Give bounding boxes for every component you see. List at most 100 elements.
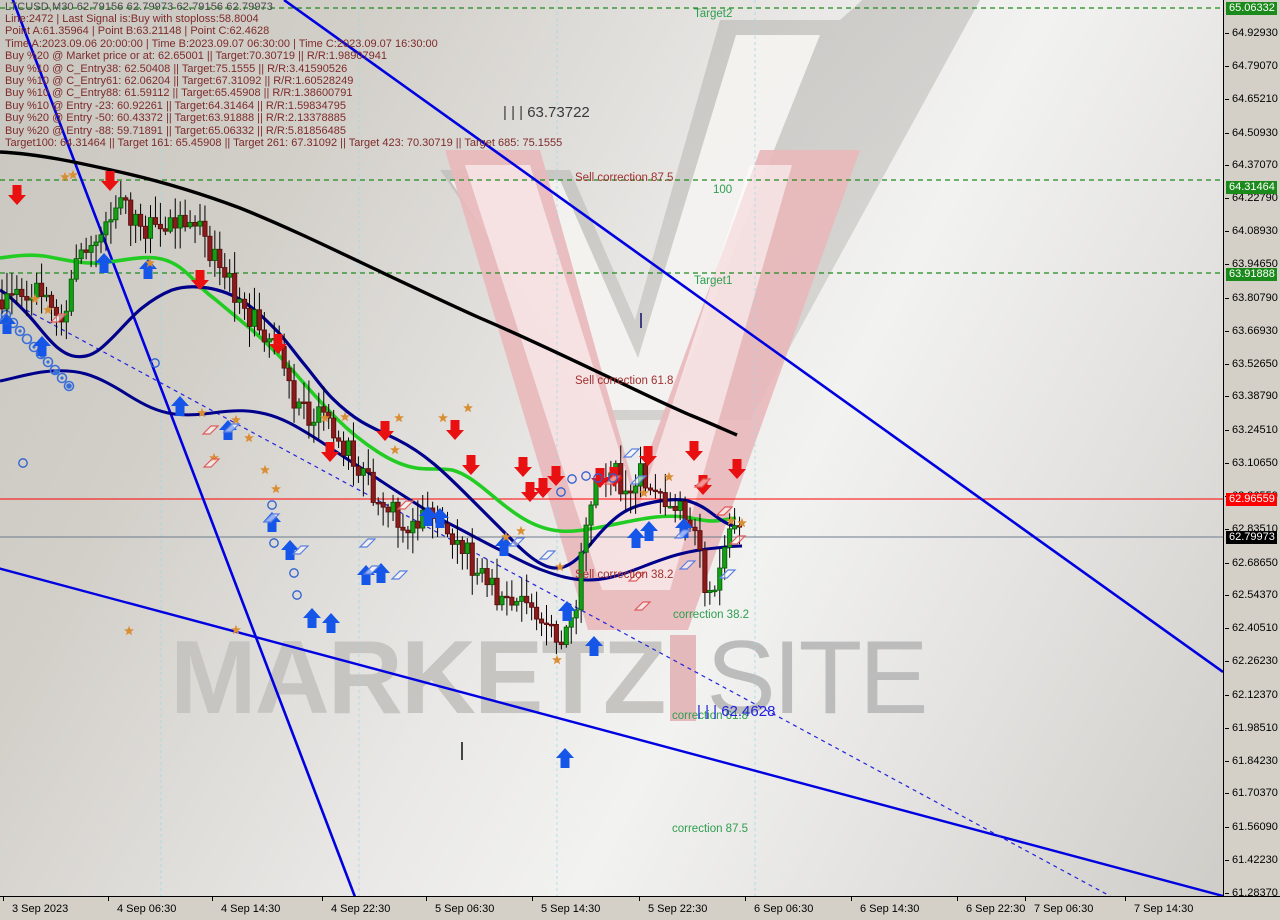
price-tick-mark [1225, 761, 1229, 762]
target-price-tag[interactable]: 63.91888 [1226, 268, 1277, 281]
price-axis[interactable]: 64.92930 64.79070 64.65210 64.50930 64.37070… [1223, 0, 1280, 899]
sell-arrow [191, 270, 209, 290]
candle-bullish [583, 524, 589, 553]
time-tick-label: 3 Sep 2023 [3, 896, 69, 915]
target2-price-tag[interactable]: 65.06332 [1226, 2, 1277, 15]
candle-bearish [341, 440, 347, 456]
candle-bullish [677, 501, 683, 511]
sell-arrow [462, 455, 480, 475]
flag-marker-buy [538, 550, 557, 560]
candle-bearish [459, 539, 465, 554]
target100-price-tag[interactable]: 64.31464 [1226, 181, 1277, 194]
candle-bearish [385, 506, 391, 513]
price-tick-mark [1225, 695, 1229, 696]
price-tick-label: 64.79070 [1225, 60, 1278, 72]
sell-arrow [685, 441, 703, 461]
candle-bearish [682, 501, 688, 521]
candle-bullish [88, 245, 94, 253]
price-tick-mark [1225, 364, 1229, 365]
candle-bearish [662, 492, 668, 508]
candle-bullish [499, 595, 505, 606]
time-tick-label: 4 Sep 22:30 [322, 896, 390, 915]
price-tick-mark [1225, 860, 1229, 861]
price-tick-label: 64.50930 [1225, 127, 1278, 139]
flag-marker-sell [633, 601, 652, 611]
candle-bullish [187, 221, 193, 228]
candle-bullish [479, 568, 485, 574]
sell-arrow [321, 442, 339, 462]
buy-arrow [303, 608, 321, 628]
price-tick-value: 62.68650 [1232, 557, 1278, 569]
price-tick-mark [1225, 198, 1229, 199]
price-tick-mark [1225, 793, 1229, 794]
time-tick-value: 7 Sep 06:30 [1034, 903, 1094, 915]
candle-bullish [727, 528, 733, 548]
buy-arrow [95, 253, 113, 273]
chart-vector-layer [0, 0, 1223, 896]
bead-indicator-dots [4, 313, 64, 380]
candle-bullish [454, 539, 460, 545]
star-marker [197, 407, 207, 418]
price-tick-mark [1225, 563, 1229, 564]
target2-label: Target2 [694, 8, 733, 20]
candle-bullish [227, 273, 233, 278]
candle-bearish [380, 502, 386, 508]
price-tick-label: 63.52650 [1225, 358, 1278, 370]
candle-bullish [44, 294, 50, 298]
flag-marker-buy [262, 513, 281, 523]
time-tick-value: 6 Sep 06:30 [754, 903, 814, 915]
buy-arrow [322, 613, 340, 633]
time-tick-label: 5 Sep 22:30 [639, 896, 707, 915]
candle-bullish [732, 525, 738, 530]
sell-arrow [728, 459, 746, 479]
candle-bearish [365, 468, 371, 473]
flag-marker-buy [678, 560, 697, 570]
time-tick-mark [322, 896, 323, 901]
candle-bearish [24, 296, 30, 301]
time-tick-value: 6 Sep 22:30 [966, 903, 1026, 915]
price-tick-value: 64.50930 [1232, 127, 1278, 139]
candle-bullish [474, 572, 480, 576]
time-tick-label: 4 Sep 14:30 [212, 896, 281, 915]
price-tick-value: 61.84230 [1232, 755, 1278, 767]
candle-bearish [222, 267, 228, 278]
candle-bearish [355, 465, 361, 476]
price-tick-label: 61.98510 [1225, 722, 1278, 734]
flag-marker-sell [49, 313, 68, 323]
time-tick-mark [1125, 896, 1126, 901]
candle-bearish [192, 221, 198, 227]
time-axis[interactable]: 3 Sep 2023 4 Sep 06:30 4 Sep 14:30 4 Sep 22… [0, 896, 1280, 920]
price-tick-value: 62.26230 [1232, 655, 1278, 667]
time-tick-value: 4 Sep 14:30 [221, 903, 281, 915]
candle-bearish [558, 641, 564, 646]
candle-bearish [286, 367, 292, 382]
trend-channel-lines [0, 0, 1223, 896]
time-tick-mark [3, 896, 4, 901]
chart-plot-area[interactable]: MARKETZ SITE [0, 0, 1223, 896]
ma-navy-fast-line [0, 285, 735, 570]
candle-bullish [573, 609, 579, 619]
candle-bullish [464, 542, 470, 554]
star-marker [516, 525, 526, 536]
price-tick-mark [1225, 264, 1229, 265]
price-tick-value: 63.94650 [1232, 258, 1278, 270]
time-tick-label: 6 Sep 06:30 [745, 896, 814, 915]
candle-bullish [14, 288, 20, 296]
time-tick-value: 3 Sep 2023 [12, 903, 69, 915]
candle-bullish [133, 213, 139, 226]
price-tick-mark [1225, 463, 1229, 464]
candle-bullish [237, 298, 243, 303]
time-tick-value: 7 Sep 14:30 [1134, 903, 1194, 915]
candle-bullish [197, 220, 203, 227]
candle-bearish [484, 568, 490, 586]
sell-arrow [101, 171, 119, 191]
candle-bearish [157, 223, 163, 230]
bid-price-tag[interactable]: 62.79973 [1226, 531, 1277, 544]
grid-vertical-lines [160, 0, 756, 896]
ask-price-tag[interactable]: 62.96559 [1226, 493, 1277, 506]
candle-bullish [360, 468, 366, 476]
candle-bullish [707, 589, 713, 594]
buy-arrow [171, 396, 189, 416]
price-tick-value: 63.52650 [1232, 358, 1278, 370]
candle-bullish [103, 221, 109, 236]
